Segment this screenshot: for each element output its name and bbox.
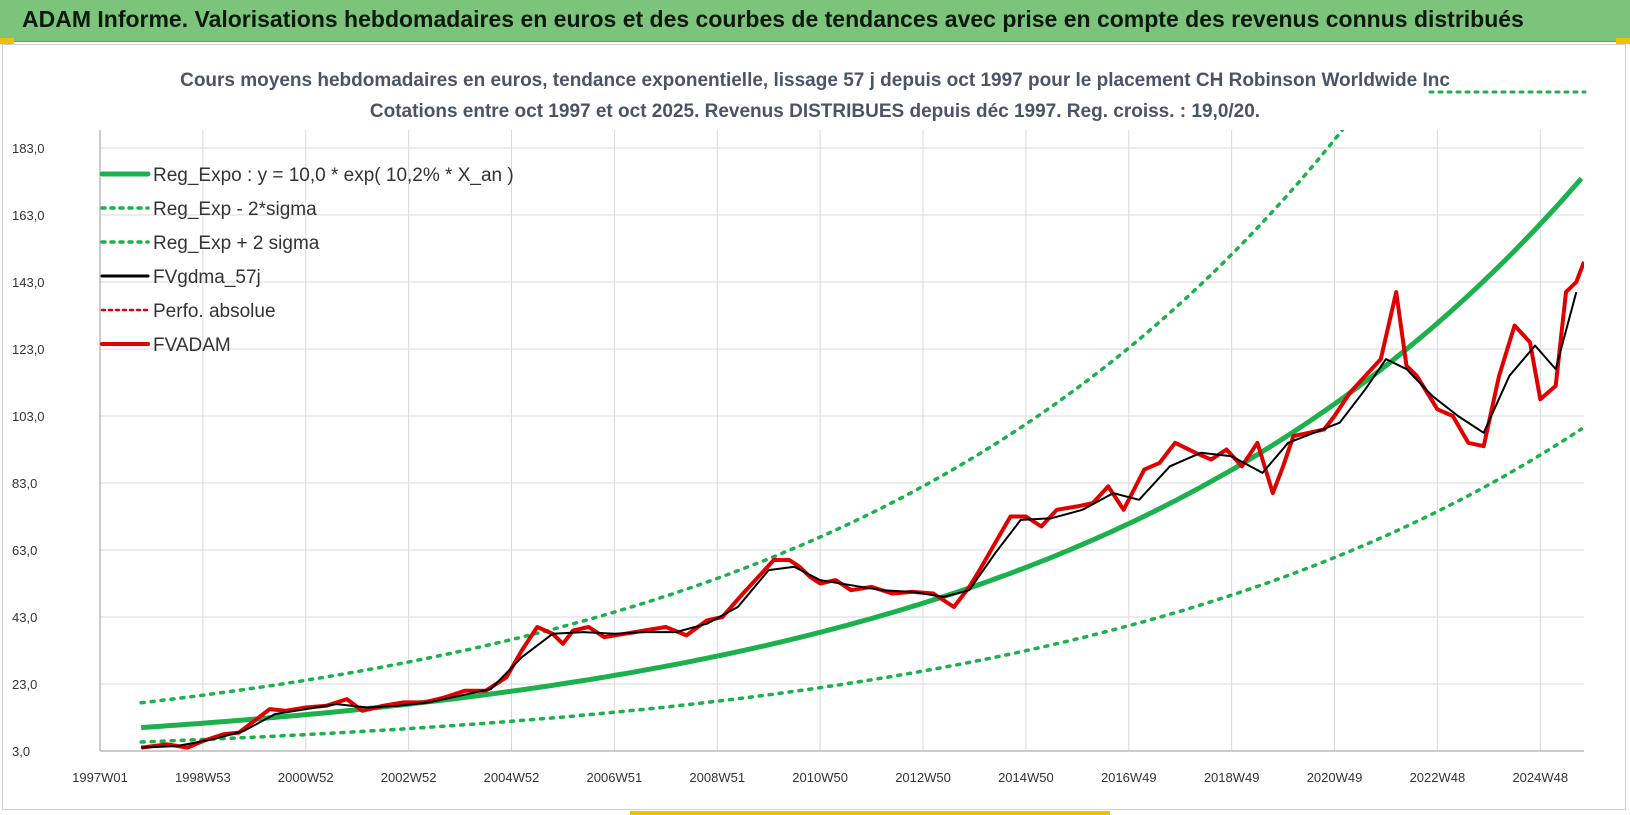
x-tick-label: 2006W51 [587,770,643,785]
x-tick-label: 2012W50 [895,770,951,785]
y-tick-label: 43,0 [12,610,37,625]
grid [99,130,1584,752]
y-tick-label: 63,0 [12,543,37,558]
x-tick-label: 2002W52 [381,770,437,785]
series-layer [139,130,1584,750]
x-tick-label: 2016W49 [1101,770,1157,785]
y-tick-label: 183,0 [12,141,45,156]
corner-mark-right [1616,38,1630,44]
bottom-strip [630,811,1110,815]
x-tick-label: 2020W49 [1307,770,1363,785]
x-tick-label: 2010W50 [792,770,848,785]
header-banner: ADAM Informe. Valorisations hebdomadaire… [0,0,1630,42]
series-reg-expo [141,176,1584,730]
x-tick-label: 2000W52 [278,770,334,785]
x-tick-label: 1997W01 [72,770,128,785]
x-tick-label: 2022W48 [1410,770,1466,785]
y-tick-label: 83,0 [12,476,37,491]
legend: Reg_Expo : y = 10,0 * exp( 10,2% * X_an … [99,165,514,356]
legend-label: FVADAM [153,335,231,356]
x-tick-label: 2024W48 [1512,770,1568,785]
y-tick-label: 103,0 [12,409,45,424]
y-tick-label: 23,0 [12,677,37,692]
report-title: ADAM Informe. Valorisations hebdomadaire… [22,6,1524,32]
y-tick-label: 143,0 [12,275,45,290]
x-tick-label: 2004W52 [484,770,540,785]
x-axis: 1997W01 1998W53 2000W52 2002W52 2004W52 2006W… [72,770,1568,785]
legend-label: Reg_Exp - 2*sigma [153,199,317,220]
y-tick-label: 163,0 [12,208,45,223]
legend-label: Reg_Expo : y = 10,0 * exp( 10,2% * X_an … [153,165,514,186]
chart-title: Cours moyens hebdomadaires en euros, ten… [180,70,1450,91]
legend-label: Reg_Exp + 2 sigma [153,233,320,254]
x-tick-label: 2008W51 [689,770,745,785]
legend-label: FVgdma_57j [153,267,261,288]
x-tick-label: 2018W49 [1204,770,1260,785]
x-tick-label: 2014W50 [998,770,1054,785]
y-tick-label: 123,0 [12,342,45,357]
y-tick-label: 3,0 [12,744,30,759]
corner-mark-left [0,38,14,44]
y-axis: 3,0 23,0 43,0 63,0 83,0 103,0 123,0 143,0 163,0 1… [12,141,45,759]
series-reg-exp-plus-2-sigma [139,130,1345,705]
series-fvgdma-57j [141,291,1578,749]
legend-label: Perfo. absolue [153,301,276,322]
chart-subtitle: Cotations entre oct 1997 et oct 2025. Re… [370,101,1260,122]
chart-frame [2,44,1626,810]
x-tick-label: 1998W53 [175,770,231,785]
series-reg-exp-minus-2-sigma [139,427,1584,744]
series-fvadam [140,261,1584,750]
